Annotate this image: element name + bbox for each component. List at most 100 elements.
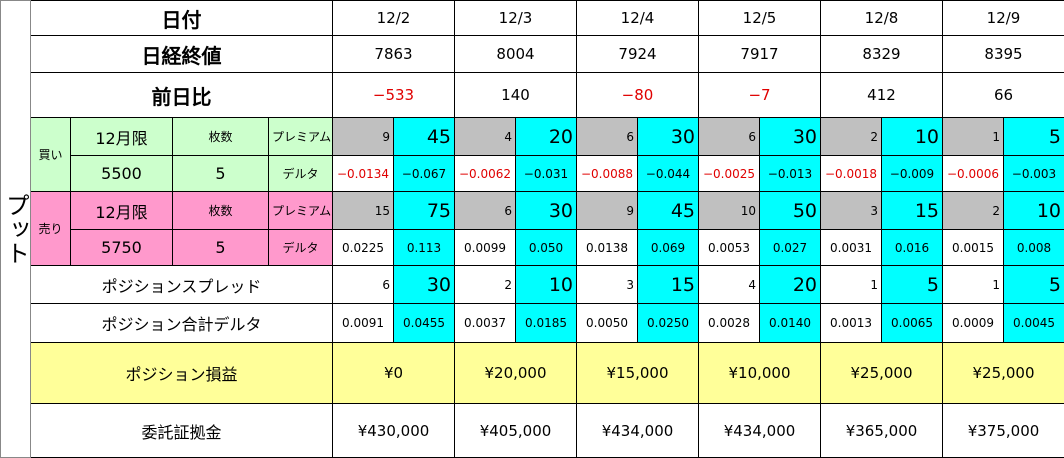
buy-premium-total[interactable]: 45 <box>394 118 455 156</box>
change-label[interactable]: 前日比 <box>31 73 333 118</box>
buy-premium-total[interactable]: 5 <box>1004 118 1064 156</box>
spread-unit[interactable]: 2 <box>455 266 516 304</box>
spread-total[interactable]: 15 <box>638 266 699 304</box>
buy-delta-unit[interactable]: −0.0006 <box>943 156 1004 192</box>
margin-cell[interactable]: ¥405,000 <box>455 404 577 458</box>
buy-premium-unit[interactable]: 4 <box>455 118 516 156</box>
sell-side-label[interactable]: 売り <box>31 192 71 266</box>
sell-delta-total[interactable]: 0.050 <box>516 230 577 266</box>
change-cell[interactable]: 66 <box>943 73 1064 118</box>
buy-delta-unit[interactable]: −0.0088 <box>577 156 638 192</box>
buy-premium-unit[interactable]: 9 <box>333 118 394 156</box>
sell-delta-label[interactable]: デルタ <box>269 230 333 266</box>
total-delta-total[interactable]: 0.0140 <box>760 304 821 343</box>
buy-delta-label[interactable]: デルタ <box>269 156 333 192</box>
buy-premium-unit[interactable]: 1 <box>943 118 1004 156</box>
nikkei-label[interactable]: 日経終値 <box>31 36 333 73</box>
pnl-cell[interactable]: ¥20,000 <box>455 343 577 404</box>
change-cell[interactable]: −533 <box>333 73 455 118</box>
buy-premium-label[interactable]: プレミアム <box>269 118 333 156</box>
sell-delta-unit[interactable]: 0.0138 <box>577 230 638 266</box>
change-cell[interactable]: 140 <box>455 73 577 118</box>
date-label[interactable]: 日付 <box>31 1 333 36</box>
spread-unit[interactable]: 1 <box>821 266 882 304</box>
spread-unit[interactable]: 3 <box>577 266 638 304</box>
spread-label[interactable]: ポジションスプレッド <box>31 266 333 304</box>
total-delta-unit[interactable]: 0.0028 <box>699 304 760 343</box>
sell-premium-total[interactable]: 75 <box>394 192 455 230</box>
buy-delta-total[interactable]: −0.013 <box>760 156 821 192</box>
sell-month[interactable]: 12月限 <box>71 192 173 230</box>
margin-cell[interactable]: ¥365,000 <box>821 404 943 458</box>
sell-premium-total[interactable]: 50 <box>760 192 821 230</box>
total-delta-label[interactable]: ポジション合計デルタ <box>31 304 333 343</box>
sell-premium-unit[interactable]: 9 <box>577 192 638 230</box>
sell-delta-total[interactable]: 0.113 <box>394 230 455 266</box>
pnl-label[interactable]: ポジション損益 <box>31 343 333 404</box>
buy-delta-unit[interactable]: −0.0018 <box>821 156 882 192</box>
total-delta-total[interactable]: 0.0250 <box>638 304 699 343</box>
buy-premium-unit[interactable]: 6 <box>699 118 760 156</box>
sell-premium-label[interactable]: プレミアム <box>269 192 333 230</box>
sell-strike[interactable]: 5750 <box>71 230 173 266</box>
sell-delta-unit[interactable]: 0.0031 <box>821 230 882 266</box>
pnl-cell[interactable]: ¥10,000 <box>699 343 821 404</box>
nikkei-cell[interactable]: 7924 <box>577 36 699 73</box>
spread-total[interactable]: 30 <box>394 266 455 304</box>
sell-delta-total[interactable]: 0.069 <box>638 230 699 266</box>
total-delta-unit[interactable]: 0.0013 <box>821 304 882 343</box>
sell-delta-total[interactable]: 0.027 <box>760 230 821 266</box>
sell-premium-unit[interactable]: 15 <box>333 192 394 230</box>
sell-delta-unit[interactable]: 0.0015 <box>943 230 1004 266</box>
pnl-cell[interactable]: ¥15,000 <box>577 343 699 404</box>
margin-cell[interactable]: ¥430,000 <box>333 404 455 458</box>
margin-cell[interactable]: ¥434,000 <box>577 404 699 458</box>
buy-delta-total[interactable]: −0.067 <box>394 156 455 192</box>
spread-total[interactable]: 10 <box>516 266 577 304</box>
buy-delta-total[interactable]: −0.031 <box>516 156 577 192</box>
buy-premium-total[interactable]: 20 <box>516 118 577 156</box>
sell-premium-unit[interactable]: 2 <box>943 192 1004 230</box>
buy-premium-total[interactable]: 30 <box>638 118 699 156</box>
spread-total[interactable]: 5 <box>882 266 943 304</box>
sell-premium-total[interactable]: 10 <box>1004 192 1064 230</box>
sell-premium-total[interactable]: 30 <box>516 192 577 230</box>
spread-unit[interactable]: 4 <box>699 266 760 304</box>
buy-side-label[interactable]: 買い <box>31 118 71 192</box>
total-delta-unit[interactable]: 0.0009 <box>943 304 1004 343</box>
total-delta-total[interactable]: 0.0185 <box>516 304 577 343</box>
change-cell[interactable]: 412 <box>821 73 943 118</box>
buy-delta-total[interactable]: −0.044 <box>638 156 699 192</box>
date-cell[interactable]: 12/3 <box>455 1 577 36</box>
total-delta-unit[interactable]: 0.0091 <box>333 304 394 343</box>
total-delta-unit[interactable]: 0.0037 <box>455 304 516 343</box>
sell-qty-label[interactable]: 枚数 <box>173 192 269 230</box>
margin-label[interactable]: 委託証拠金 <box>31 404 333 458</box>
sell-delta-total[interactable]: 0.008 <box>1004 230 1064 266</box>
buy-delta-unit[interactable]: −0.0134 <box>333 156 394 192</box>
buy-delta-unit[interactable]: −0.0025 <box>699 156 760 192</box>
buy-delta-total[interactable]: −0.003 <box>1004 156 1064 192</box>
date-cell[interactable]: 12/4 <box>577 1 699 36</box>
nikkei-cell[interactable]: 8004 <box>455 36 577 73</box>
spread-total[interactable]: 5 <box>1004 266 1064 304</box>
nikkei-cell[interactable]: 7917 <box>699 36 821 73</box>
buy-premium-unit[interactable]: 2 <box>821 118 882 156</box>
sell-delta-total[interactable]: 0.016 <box>882 230 943 266</box>
buy-strike[interactable]: 5500 <box>71 156 173 192</box>
sell-delta-unit[interactable]: 0.0053 <box>699 230 760 266</box>
nikkei-cell[interactable]: 8329 <box>821 36 943 73</box>
date-cell[interactable]: 12/9 <box>943 1 1064 36</box>
total-delta-total[interactable]: 0.0065 <box>882 304 943 343</box>
buy-premium-total[interactable]: 10 <box>882 118 943 156</box>
buy-delta-unit[interactable]: −0.0062 <box>455 156 516 192</box>
buy-month[interactable]: 12月限 <box>71 118 173 156</box>
total-delta-unit[interactable]: 0.0050 <box>577 304 638 343</box>
date-cell[interactable]: 12/5 <box>699 1 821 36</box>
total-delta-total[interactable]: 0.0045 <box>1004 304 1064 343</box>
spread-total[interactable]: 20 <box>760 266 821 304</box>
sell-qty[interactable]: 5 <box>173 230 269 266</box>
nikkei-cell[interactable]: 8395 <box>943 36 1064 73</box>
pnl-cell[interactable]: ¥0 <box>333 343 455 404</box>
buy-delta-total[interactable]: −0.009 <box>882 156 943 192</box>
